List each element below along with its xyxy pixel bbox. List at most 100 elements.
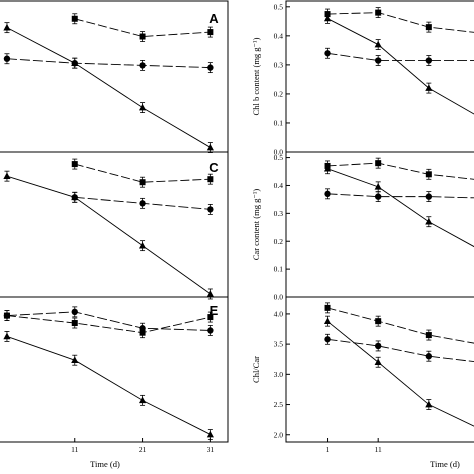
y-tick-label: 0.4 bbox=[274, 31, 284, 40]
y-axis-label: Chl/Car bbox=[251, 356, 261, 383]
series-line-square bbox=[327, 12, 474, 33]
panel-letter: E bbox=[210, 303, 219, 318]
data-point-square bbox=[71, 15, 78, 22]
x-tick-label: 1 bbox=[326, 445, 330, 454]
y-tick-label: 0.1 bbox=[274, 119, 284, 128]
series-line-square bbox=[327, 307, 474, 344]
y-tick-label: 0.1 bbox=[274, 265, 284, 274]
data-point-triangle bbox=[71, 193, 79, 201]
data-point-square bbox=[375, 9, 382, 16]
data-point-triangle bbox=[206, 143, 214, 151]
data-point-circle bbox=[324, 50, 331, 57]
series-line-square bbox=[74, 163, 211, 183]
data-point-triangle bbox=[138, 241, 147, 249]
data-point-circle bbox=[207, 206, 214, 213]
data-point-triangle bbox=[3, 332, 11, 340]
data-point-triangle bbox=[206, 290, 214, 297]
y-tick-label: 0.3 bbox=[274, 60, 284, 69]
x-tick-label: 21 bbox=[139, 445, 147, 454]
x-tick-label: 11 bbox=[375, 445, 382, 454]
data-point-circle bbox=[3, 55, 11, 62]
data-point-triangle bbox=[138, 103, 147, 111]
y-tick-label: 0.5 bbox=[274, 153, 284, 162]
plot-frame bbox=[0, 0, 229, 153]
y-tick-label: 0.2 bbox=[274, 90, 284, 99]
data-point-triangle bbox=[425, 400, 433, 408]
chart-panel-e: 11 21 31 Time (d) E bbox=[0, 296, 229, 469]
data-point-circle bbox=[425, 193, 433, 200]
data-point-circle bbox=[139, 62, 146, 69]
data-point-triangle bbox=[374, 183, 382, 190]
data-point-triangle bbox=[206, 430, 214, 438]
series-line-square bbox=[6, 315, 211, 334]
data-point-circle bbox=[374, 193, 382, 200]
y-axis-label: Chl b content (mg g⁻¹) bbox=[251, 37, 261, 115]
chart-panel-a: A bbox=[0, 0, 229, 153]
data-point-circle bbox=[139, 325, 146, 332]
y-tick-label: 0.0 bbox=[274, 148, 284, 157]
x-axis-label: Time (d) bbox=[90, 459, 120, 469]
y-tick-label: 2.5 bbox=[274, 400, 284, 409]
series-line-triangle bbox=[6, 335, 211, 435]
x-tick-label: 31 bbox=[207, 445, 215, 454]
y-tick-label: 3.0 bbox=[274, 370, 284, 379]
data-point-circle bbox=[207, 327, 214, 334]
series-line-circle bbox=[6, 58, 211, 69]
data-point-circle bbox=[374, 342, 382, 350]
x-tick-label: 11 bbox=[71, 445, 78, 454]
panel-letter: A bbox=[209, 11, 219, 26]
data-point-circle bbox=[3, 312, 11, 319]
data-point-triangle bbox=[71, 59, 79, 66]
data-point-triangle bbox=[323, 317, 332, 324]
y-tick-label: 2.0 bbox=[274, 430, 284, 439]
data-point-circle bbox=[71, 308, 78, 316]
data-point-square bbox=[425, 171, 432, 178]
y-tick-label: 0.3 bbox=[274, 209, 284, 218]
data-point-square bbox=[207, 314, 214, 321]
data-point-square bbox=[425, 332, 432, 339]
series-line-triangle bbox=[6, 175, 211, 295]
y-tick-label: 4.0 bbox=[274, 310, 284, 319]
data-point-triangle bbox=[323, 164, 332, 172]
data-point-square bbox=[71, 320, 78, 327]
data-point-triangle bbox=[374, 40, 382, 48]
data-point-square bbox=[207, 176, 214, 183]
data-point-square bbox=[207, 29, 214, 36]
data-point-circle bbox=[374, 57, 382, 64]
data-point-square bbox=[375, 160, 382, 167]
data-point-triangle bbox=[323, 14, 332, 22]
y-axis-label: Car content (mg g⁻¹) bbox=[251, 189, 261, 261]
data-point-circle bbox=[324, 336, 331, 343]
data-point-triangle bbox=[425, 84, 433, 91]
series-line-square bbox=[327, 162, 474, 180]
series-line-circle bbox=[327, 52, 474, 61]
data-point-circle bbox=[139, 200, 146, 207]
data-point-triangle bbox=[71, 356, 79, 364]
series-line-triangle bbox=[327, 168, 474, 248]
plot-frame bbox=[285, 0, 474, 153]
y-tick-label: 0.0 bbox=[274, 293, 284, 302]
plot-frame bbox=[285, 151, 474, 298]
data-point-triangle bbox=[3, 172, 11, 179]
data-point-triangle bbox=[3, 23, 11, 31]
series-line-triangle bbox=[327, 18, 474, 115]
series-line-circle bbox=[6, 311, 211, 331]
data-point-square bbox=[71, 161, 78, 168]
plot-frame bbox=[0, 151, 229, 298]
data-point-square bbox=[425, 24, 432, 31]
data-point-circle bbox=[207, 64, 214, 71]
y-tick-label: 0.5 bbox=[274, 2, 284, 11]
data-point-triangle bbox=[374, 358, 382, 366]
data-point-triangle bbox=[138, 396, 147, 404]
plot-frame bbox=[0, 296, 229, 443]
y-tick-label: 0.2 bbox=[274, 237, 284, 246]
y-tick-label: 3.5 bbox=[274, 340, 284, 349]
series-line-circle bbox=[327, 193, 474, 199]
series-line-circle bbox=[327, 338, 474, 363]
y-tick-label: 0.4 bbox=[274, 181, 284, 190]
data-point-square bbox=[139, 179, 146, 186]
chart-panel-c: C bbox=[0, 151, 229, 300]
